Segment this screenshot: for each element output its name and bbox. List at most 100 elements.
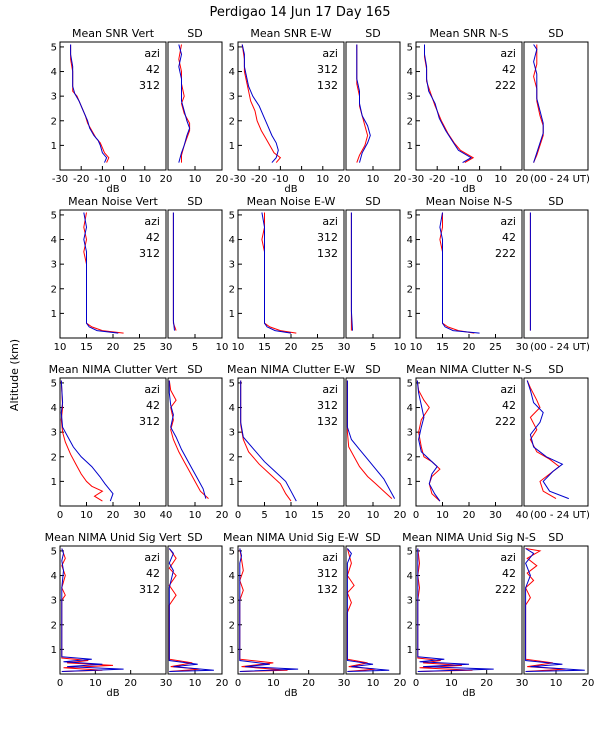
x-tick-label: -30 — [408, 174, 424, 185]
legend-entry: 42 — [502, 399, 516, 412]
series-line — [60, 380, 114, 502]
series-line — [83, 212, 119, 334]
panel-frame — [415, 41, 523, 171]
panel-title: SD — [548, 195, 563, 208]
y-tick-label: 1 — [51, 645, 57, 656]
y-tick-label: 5 — [229, 42, 235, 53]
panel-7: Mean Noise Vert 1 2 3 4 5 10 15 20 25 30 azi 42 312 — [51, 195, 173, 353]
series-line — [526, 380, 569, 500]
series-line — [261, 212, 297, 334]
y-tick-label: 3 — [229, 260, 235, 271]
series-line — [261, 212, 292, 334]
legend-entry: 42 — [146, 567, 160, 580]
x-tick-label: -10 — [272, 174, 288, 185]
panel-title: SD — [187, 195, 202, 208]
series-line — [61, 548, 114, 672]
x-tick-label: 10 — [54, 342, 67, 353]
x-tick-label: 30 — [160, 678, 173, 689]
legend-title: azi — [144, 551, 160, 564]
x-axis-label: dB — [284, 688, 297, 699]
y-tick-label: 2 — [229, 620, 235, 631]
panel-title: SD — [548, 27, 563, 40]
panel-frame — [167, 545, 223, 675]
panel-21: Mean NIMA Unid Sig E-W 1 2 3 4 5 0 10 20 30 dB azi 3… — [223, 531, 359, 699]
x-tick-label: 20 — [107, 510, 120, 521]
panel-6: SD (00 - 24 UT) — [523, 27, 590, 185]
legend-entry: 312 — [139, 583, 160, 596]
y-axis-title: Altitude (km) — [8, 339, 21, 411]
legend-entry: 42 — [502, 567, 516, 580]
legend-title: azi — [322, 47, 338, 60]
y-tick-label: 4 — [51, 403, 57, 414]
panel-title: SD — [548, 531, 563, 544]
x-tick-label: 10 — [367, 510, 380, 521]
x-tick-label: 40 — [160, 510, 173, 521]
y-tick-label: 3 — [229, 596, 235, 607]
y-tick-label: 1 — [407, 309, 413, 320]
series-line — [240, 380, 297, 502]
y-tick-label: 2 — [51, 284, 57, 295]
series-line — [178, 44, 191, 163]
legend-title: azi — [144, 383, 160, 396]
x-tick-label: 0 — [57, 678, 63, 689]
panel-title: Mean NIMA Unid Sig Vert — [45, 531, 182, 544]
legend-entry: 132 — [317, 79, 338, 92]
x-tick-label: 20 — [216, 174, 229, 185]
series-line — [424, 44, 475, 164]
legend-entry: 132 — [317, 415, 338, 428]
legend-entry: 312 — [139, 79, 160, 92]
y-tick-label: 4 — [407, 67, 413, 78]
x-tick-label: 0 — [476, 174, 482, 185]
panel-title: SD — [187, 531, 202, 544]
panel-frame — [523, 545, 589, 675]
series-line — [168, 548, 214, 672]
series-line — [439, 212, 480, 334]
x-axis-label: dB — [106, 184, 119, 195]
series-line — [83, 212, 124, 334]
y-tick-label: 5 — [229, 210, 235, 221]
x-tick-label: 10 — [436, 510, 449, 521]
legend-entry: 222 — [495, 415, 516, 428]
series-line — [416, 380, 441, 502]
y-tick-label: 1 — [407, 141, 413, 152]
y-tick-label: 4 — [407, 235, 413, 246]
x-tick-label: 20 — [302, 678, 315, 689]
panel-title: Mean SNR Vert — [72, 27, 155, 40]
y-tick-label: 4 — [407, 403, 413, 414]
y-tick-label: 1 — [229, 309, 235, 320]
y-tick-label: 1 — [51, 309, 57, 320]
y-tick-label: 1 — [407, 477, 413, 488]
time-note: (00 - 24 UT) — [530, 510, 590, 521]
panel-title: SD — [365, 531, 380, 544]
series-line — [533, 44, 544, 163]
y-tick-label: 4 — [51, 571, 57, 582]
legend-entry: 312 — [317, 567, 338, 580]
panel-frame — [523, 209, 589, 339]
series-line — [356, 44, 371, 163]
y-tick-label: 1 — [229, 141, 235, 152]
panel-title: Mean SNR N-S — [430, 27, 509, 40]
legend-entry: 312 — [139, 415, 160, 428]
panel-10: SD 5 10 — [345, 195, 406, 353]
panel-14: SD 10 20 — [167, 363, 229, 521]
panel-title: Mean NIMA Unid Sig N-S — [402, 531, 536, 544]
legend-entry: 312 — [317, 399, 338, 412]
y-tick-label: 3 — [407, 260, 413, 271]
x-tick-label: 10 — [89, 678, 102, 689]
x-tick-label: 30 — [133, 510, 146, 521]
legend-entry: 42 — [502, 63, 516, 76]
y-tick-label: 1 — [229, 477, 235, 488]
panel-frame — [237, 41, 345, 171]
x-tick-label: 15 — [258, 342, 271, 353]
y-tick-label: 2 — [229, 452, 235, 463]
y-tick-label: 2 — [229, 116, 235, 127]
x-axis-label: dB — [462, 184, 475, 195]
panel-frame — [523, 377, 589, 507]
x-tick-label: 20 — [216, 510, 229, 521]
y-tick-label: 3 — [229, 428, 235, 439]
x-tick-label: 10 — [267, 678, 280, 689]
panel-frame — [345, 545, 401, 675]
panel-20: SD 10 20 — [167, 531, 228, 689]
legend-entry: 132 — [317, 247, 338, 260]
